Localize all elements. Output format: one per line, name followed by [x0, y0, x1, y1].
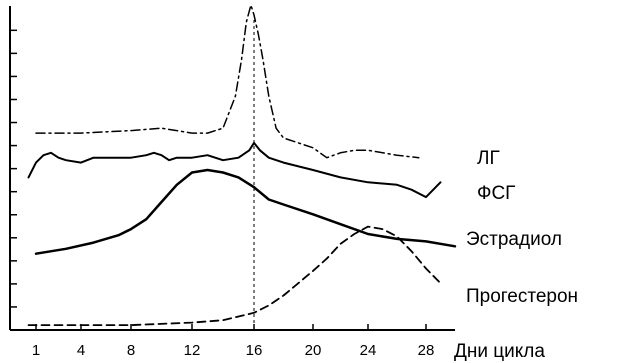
series-line-2	[34, 168, 457, 255]
series-line-1	[27, 141, 442, 199]
series-line-0	[35, 4, 420, 159]
series-labels-group: ЛГ ФСГ Эстрадиол Прогестерон	[466, 148, 578, 307]
series-label-1: ФСГ	[477, 183, 515, 204]
x-tick-label: 8	[127, 342, 135, 359]
series-group	[27, 4, 457, 326]
axes: 1 4 8 12 16 20 24 28	[9, 6, 455, 359]
x-tick-label: 20	[305, 342, 322, 359]
series-line-3	[27, 225, 442, 326]
series-label-0: ЛГ	[477, 148, 500, 169]
x-tick-label: 24	[360, 342, 377, 359]
series-label-2: Эстрадиол	[466, 229, 562, 250]
x-tick-label: 12	[184, 342, 201, 359]
x-tick-label: 28	[418, 342, 435, 359]
x-tick-label: 1	[32, 342, 40, 359]
x-tick-label: 16	[246, 342, 263, 359]
x-axis-title: Дни цикла	[454, 341, 545, 362]
series-label-3: Прогестерон	[466, 286, 578, 307]
x-tick-label: 4	[77, 342, 85, 359]
